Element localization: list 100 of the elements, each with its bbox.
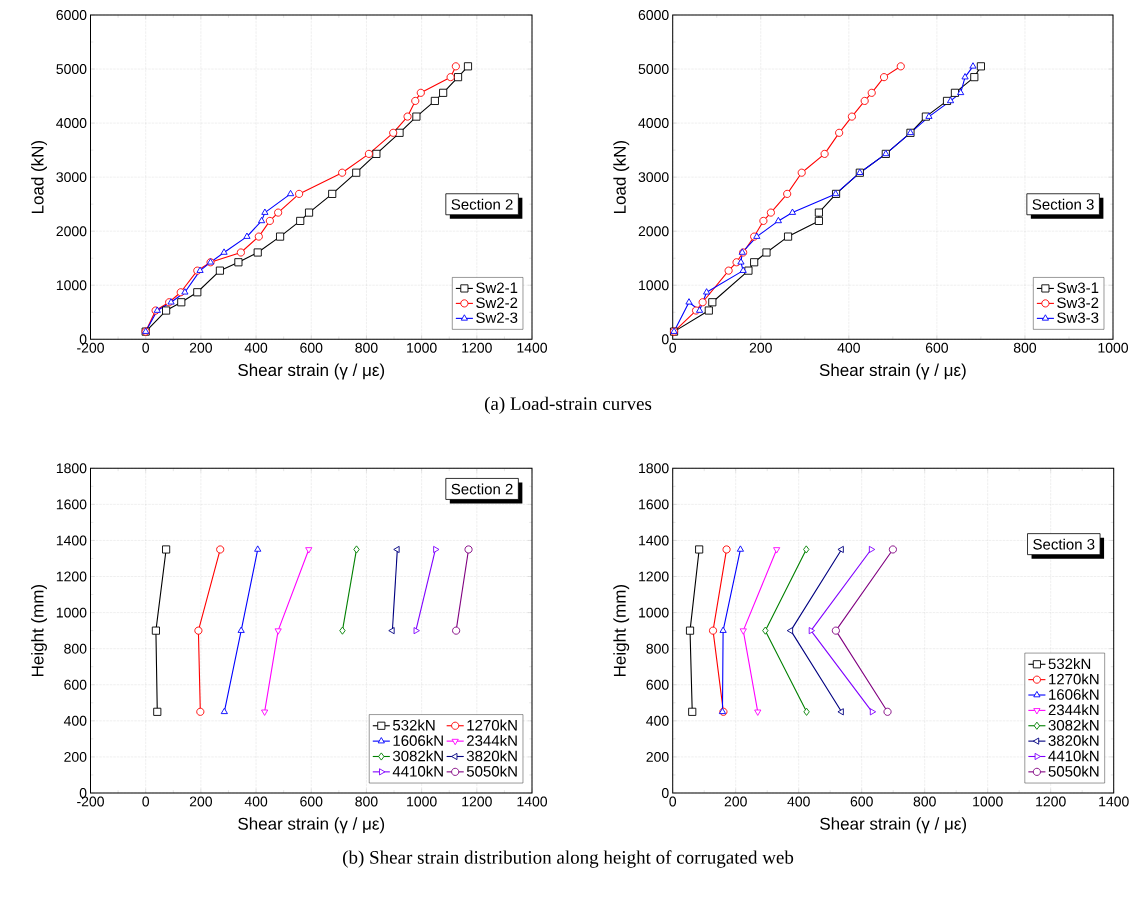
x-tick-label: 1200 [462,342,492,353]
x-tick-label: 0 [142,796,150,807]
y-tick-label: 0 [79,788,87,798]
y-tick-label: 200 [64,751,87,762]
x-axis-title: Shear strain (γ / με) [819,363,966,380]
y-tick-label: 200 [646,751,669,762]
y-tick-label: 800 [646,643,669,654]
annotation: Section 3 [1032,198,1094,210]
y-tick-label: 0 [661,788,669,798]
legend-label: 3820kN [466,750,517,762]
x-axis-title: Shear strain (γ / με) [238,363,385,380]
annotation: Section 2 [451,483,513,495]
x-tick-label: 0 [669,342,677,353]
x-tick-label: 200 [749,342,772,353]
y-tick-label: 0 [661,334,669,345]
legend-label: 1270kN [1049,673,1099,685]
y-axis-title: Height (mm) [613,584,630,676]
y-tick-label: 6000 [56,10,87,20]
legend-label: 1606kN [393,734,443,746]
annotation: Section 3 [1033,538,1095,550]
x-axis-title: Shear strain (γ / με) [820,817,967,834]
y-tick-label: 1800 [639,463,669,474]
y-axis-title: Load (kN) [31,140,47,214]
legend-label: 2344kN [467,734,517,746]
legend-label: 5050kN [466,765,517,777]
legend-label: 4410kN [1048,750,1099,762]
y-tick-label: 4000 [56,118,87,129]
x-tick-label: 200 [724,796,747,807]
y-tick-label: 800 [64,643,87,654]
y-tick-label: 600 [64,679,87,690]
y-tick-label: 2000 [638,226,669,237]
x-axis-title: Shear strain (γ / με) [238,817,385,834]
y-tick-label: 2000 [56,226,87,237]
x-tick-label: 800 [355,342,378,353]
legend-label: Sw2-3 [476,312,518,323]
x-tick-label: 1400 [517,796,548,807]
y-tick-label: 3000 [56,172,87,183]
legend-label: Sw2-2 [476,297,518,309]
x-tick-label: 600 [300,342,323,353]
x-tick-label: 600 [850,796,873,807]
legend-label: 1270kN [467,719,517,731]
x-tick-label: 400 [837,342,860,353]
annotation: Section 2 [451,198,513,210]
x-tick-label: 800 [913,796,936,807]
y-tick-label: 400 [63,715,87,726]
y-tick-label: 6000 [638,10,669,20]
legend-label: 5050kN [1048,765,1099,777]
text: (b) Shear strain distribution along height of corrugated web [343,850,794,868]
y-tick-label: 1000 [639,280,669,291]
y-tick-label: 1600 [56,499,87,510]
y-axis-title: Height (mm) [31,584,47,676]
x-tick-label: 800 [355,796,378,807]
y-tick-label: 600 [646,679,669,690]
legend-label: 1606kN [1049,688,1099,700]
y-tick-label: 1000 [639,607,669,618]
y-tick-label: 1400 [56,535,87,546]
x-tick-label: 200 [189,342,213,353]
legend-label: Sw2-1 [476,282,518,294]
y-tick-label: 1400 [639,535,669,546]
y-tick-label: 4000 [638,118,669,129]
legend-label: 3820kN [1048,734,1099,746]
x-tick-label: 1000 [1098,342,1129,353]
x-tick-label: 1200 [1036,796,1066,807]
x-tick-label: 600 [925,342,949,353]
y-axis-title: Load (kN) [613,140,630,214]
x-tick-label: 400 [244,796,268,807]
legend-label: 2344kN [1048,704,1099,716]
y-tick-label: 1000 [56,280,87,291]
y-tick-label: 1800 [56,463,87,474]
x-tick-label: 800 [1013,342,1037,353]
y-tick-label: 3000 [638,172,669,183]
x-tick-label: 600 [300,796,323,807]
x-tick-label: 1000 [407,796,437,807]
x-tick-label: 1000 [407,342,437,353]
legend-label: Sw3-3 [1057,312,1099,323]
y-tick-label: 1200 [56,571,87,582]
y-tick-label: 1000 [56,607,87,618]
x-tick-label: 1200 [462,796,492,807]
legend-label: Sw3-1 [1057,282,1099,294]
legend-label: Sw3-2 [1057,297,1099,309]
y-tick-label: 1600 [639,499,669,510]
x-tick-label: 0 [142,342,150,353]
y-tick-label: 400 [646,715,669,726]
legend-label: 532kN [1048,658,1091,670]
x-tick-label: 400 [244,342,268,353]
y-tick-label: 5000 [638,64,669,74]
y-tick-label: 5000 [56,64,87,74]
legend-label: 4410kN [392,765,443,777]
x-tick-label: 200 [189,796,213,807]
legend-label: 532kN [392,719,435,731]
x-tick-label: 1000 [973,796,1003,807]
text: (a) Load-strain curves [484,396,652,414]
x-tick-label: 1400 [517,342,548,353]
y-tick-label: 1200 [639,571,669,582]
legend-label: 3082kN [392,750,443,762]
x-tick-label: 400 [787,796,810,807]
x-tick-label: 0 [669,796,677,807]
x-tick-label: 1400 [1099,796,1129,807]
legend-label: 3082kN [1048,719,1099,731]
x-tick-label: -200 [77,796,104,807]
